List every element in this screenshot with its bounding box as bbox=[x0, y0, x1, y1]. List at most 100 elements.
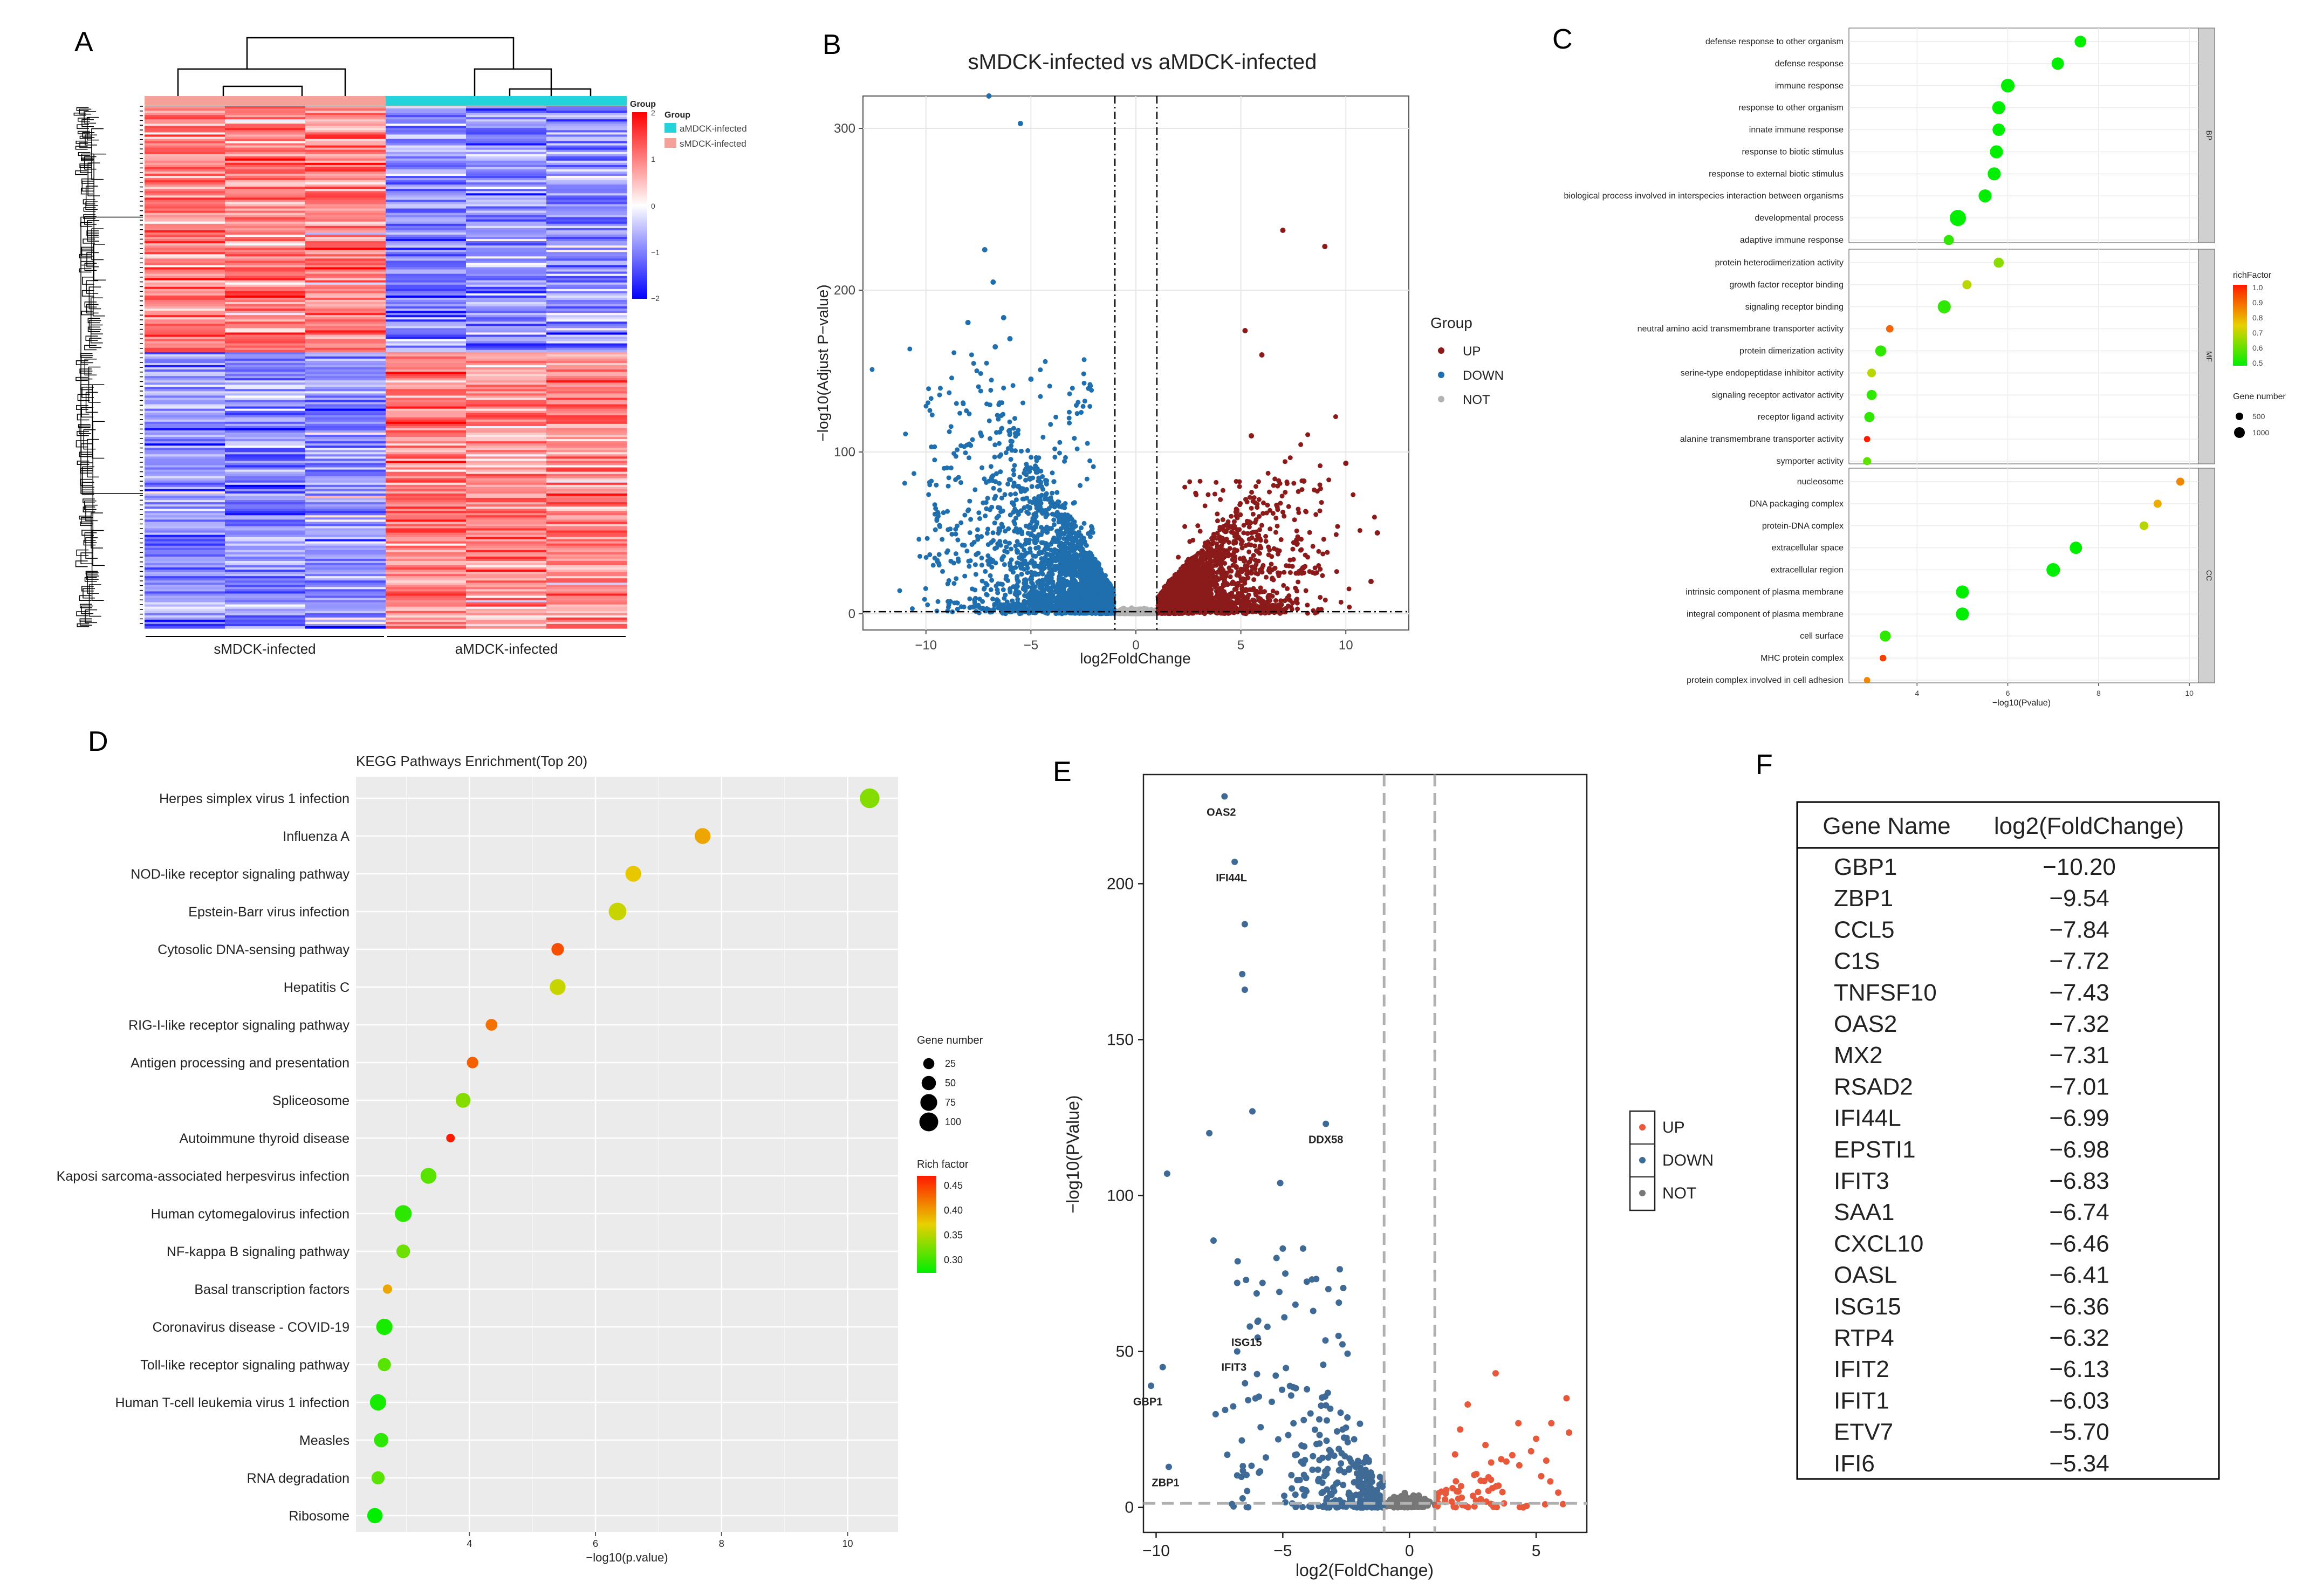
volcano-b-down-point bbox=[1045, 561, 1051, 567]
volcano-b-down-point bbox=[1050, 580, 1055, 586]
group-label-smdck: sMDCK-infected bbox=[214, 641, 316, 657]
volcano-b-down-point bbox=[1022, 542, 1027, 547]
volcano-b-down-point bbox=[990, 530, 996, 536]
volcano-b-down-point bbox=[994, 545, 999, 550]
volcano-b-down-point bbox=[998, 413, 1004, 419]
volcano-b-down-point bbox=[1008, 567, 1013, 572]
volcano-b-down-point bbox=[964, 549, 970, 554]
panel-letter-b: B bbox=[823, 29, 841, 60]
volcano-b-down-point bbox=[1004, 599, 1010, 605]
volcano-b-down-point bbox=[1013, 516, 1019, 521]
volcano-b-up-point bbox=[1258, 585, 1263, 591]
volcano-b-down-point bbox=[992, 520, 997, 526]
volcano-b-down-point bbox=[1080, 546, 1085, 551]
volcano-b-down-point bbox=[1055, 550, 1060, 555]
volcano-b-down-point bbox=[1087, 458, 1093, 463]
panel-letter-a: A bbox=[74, 26, 93, 58]
volcano-b-down-point bbox=[1008, 546, 1013, 552]
volcano-b-down-point bbox=[1060, 542, 1066, 547]
volcano-b-down-point bbox=[972, 562, 978, 567]
volcano-b-down-point bbox=[992, 442, 998, 448]
volcano-b-down-point bbox=[996, 513, 1001, 519]
volcano-b-down-point bbox=[1079, 410, 1084, 415]
volcano-b-down-point bbox=[997, 400, 1003, 406]
volcano-b-down-point bbox=[1063, 501, 1068, 506]
volcano-b-down-point bbox=[1064, 536, 1070, 542]
volcano-b-down-point bbox=[1051, 479, 1057, 484]
volcano-b-down-point bbox=[1008, 492, 1013, 497]
volcano-b-down-point bbox=[988, 388, 994, 393]
row-dendrogram bbox=[73, 106, 143, 627]
volcano-b-down-point bbox=[1039, 540, 1044, 545]
volcano-b-down-point bbox=[999, 426, 1005, 431]
volcano-b-up-point bbox=[1335, 524, 1340, 529]
volcano-b-down-point bbox=[982, 476, 987, 482]
volcano-b-down-point bbox=[1015, 574, 1020, 580]
volcano-b-down-point bbox=[1091, 566, 1097, 571]
volcano-b-down-point bbox=[963, 450, 968, 456]
volcano-b-down-point bbox=[927, 408, 933, 413]
volcano-b-down-point bbox=[1084, 586, 1090, 592]
volcano-b-down-point bbox=[1067, 420, 1072, 426]
volcano-b-down-point bbox=[1026, 466, 1032, 471]
volcano-b-up-point bbox=[1228, 574, 1233, 579]
volcano-b-up-point bbox=[1372, 515, 1377, 520]
volcano-b-down-point bbox=[1027, 505, 1033, 510]
volcano-b-down-point bbox=[1008, 512, 1013, 518]
volcano-b-down-point bbox=[947, 390, 952, 395]
volcano-b-down-point bbox=[958, 520, 964, 525]
heat-tick-m1: −1 bbox=[651, 248, 660, 257]
volcano-b-down-point bbox=[941, 510, 946, 516]
volcano-b-up-point bbox=[1249, 505, 1254, 511]
volcano-b-down-point bbox=[1067, 542, 1072, 547]
volcano-b-down-point bbox=[1034, 484, 1040, 489]
volcano-b-down-point bbox=[923, 554, 929, 560]
volcano-b-down-point bbox=[965, 508, 971, 513]
volcano-b-down-point bbox=[951, 451, 957, 456]
volcano-b-down-point bbox=[937, 386, 943, 391]
volcano-b-down-point bbox=[946, 475, 951, 481]
volcano-b-down-point bbox=[995, 413, 1000, 418]
volcano-b-down-point bbox=[1071, 501, 1076, 506]
heat-tick-1: 1 bbox=[651, 155, 655, 163]
volcano-b-down-point bbox=[951, 350, 957, 355]
volcano-b-down-point bbox=[983, 568, 988, 574]
volcano-b-up-point bbox=[1310, 544, 1316, 549]
heat-scale-bar bbox=[632, 112, 647, 299]
volcano-b-down-point bbox=[1084, 559, 1090, 564]
volcano-b-down-point bbox=[1009, 439, 1015, 444]
volcano-b-down-point bbox=[1080, 403, 1086, 409]
volcano-b-down-point bbox=[1019, 572, 1024, 577]
volcano-b-down-point bbox=[1047, 526, 1052, 531]
volcano-b-down-point bbox=[954, 576, 959, 581]
volcano-b-down-point bbox=[934, 608, 940, 614]
volcano-b-down-point bbox=[1071, 525, 1076, 530]
volcano-b-down-point bbox=[985, 496, 990, 501]
heat-legend-title: Group bbox=[630, 100, 656, 109]
volcano-b-down-point bbox=[1041, 563, 1046, 568]
volcano-b-down-point bbox=[1089, 599, 1094, 605]
volcano-b-down-point bbox=[1083, 602, 1088, 607]
volcano-b-down-point bbox=[1057, 519, 1063, 524]
volcano-b-down-point bbox=[953, 477, 958, 482]
volcano-b-down-point bbox=[1008, 590, 1013, 595]
volcano-b-down-point bbox=[940, 568, 946, 574]
volcano-b-down-point bbox=[984, 531, 990, 536]
volcano-b-down-point bbox=[1044, 480, 1049, 485]
volcano-b-down-point bbox=[1048, 495, 1053, 501]
volcano-b-down-point bbox=[1058, 559, 1064, 565]
volcano-b-down-point bbox=[1002, 549, 1008, 554]
volcano-b-not-point bbox=[1123, 609, 1129, 615]
volcano-b-down-point bbox=[1008, 457, 1013, 462]
volcano-b-down-point bbox=[947, 429, 952, 434]
volcano-b-down-point bbox=[985, 526, 991, 532]
volcano-b-down-point bbox=[966, 558, 971, 564]
volcano-b-down-point bbox=[1056, 499, 1061, 504]
volcano-b-down-point bbox=[978, 388, 983, 394]
volcano-b-down-point bbox=[1073, 566, 1078, 572]
volcano-b-down-point bbox=[922, 597, 927, 602]
volcano-b-down-point bbox=[955, 447, 960, 453]
volcano-b-down-point bbox=[1013, 565, 1018, 570]
volcano-b-down-point bbox=[912, 471, 917, 476]
volcano-b-down-point bbox=[932, 457, 937, 463]
